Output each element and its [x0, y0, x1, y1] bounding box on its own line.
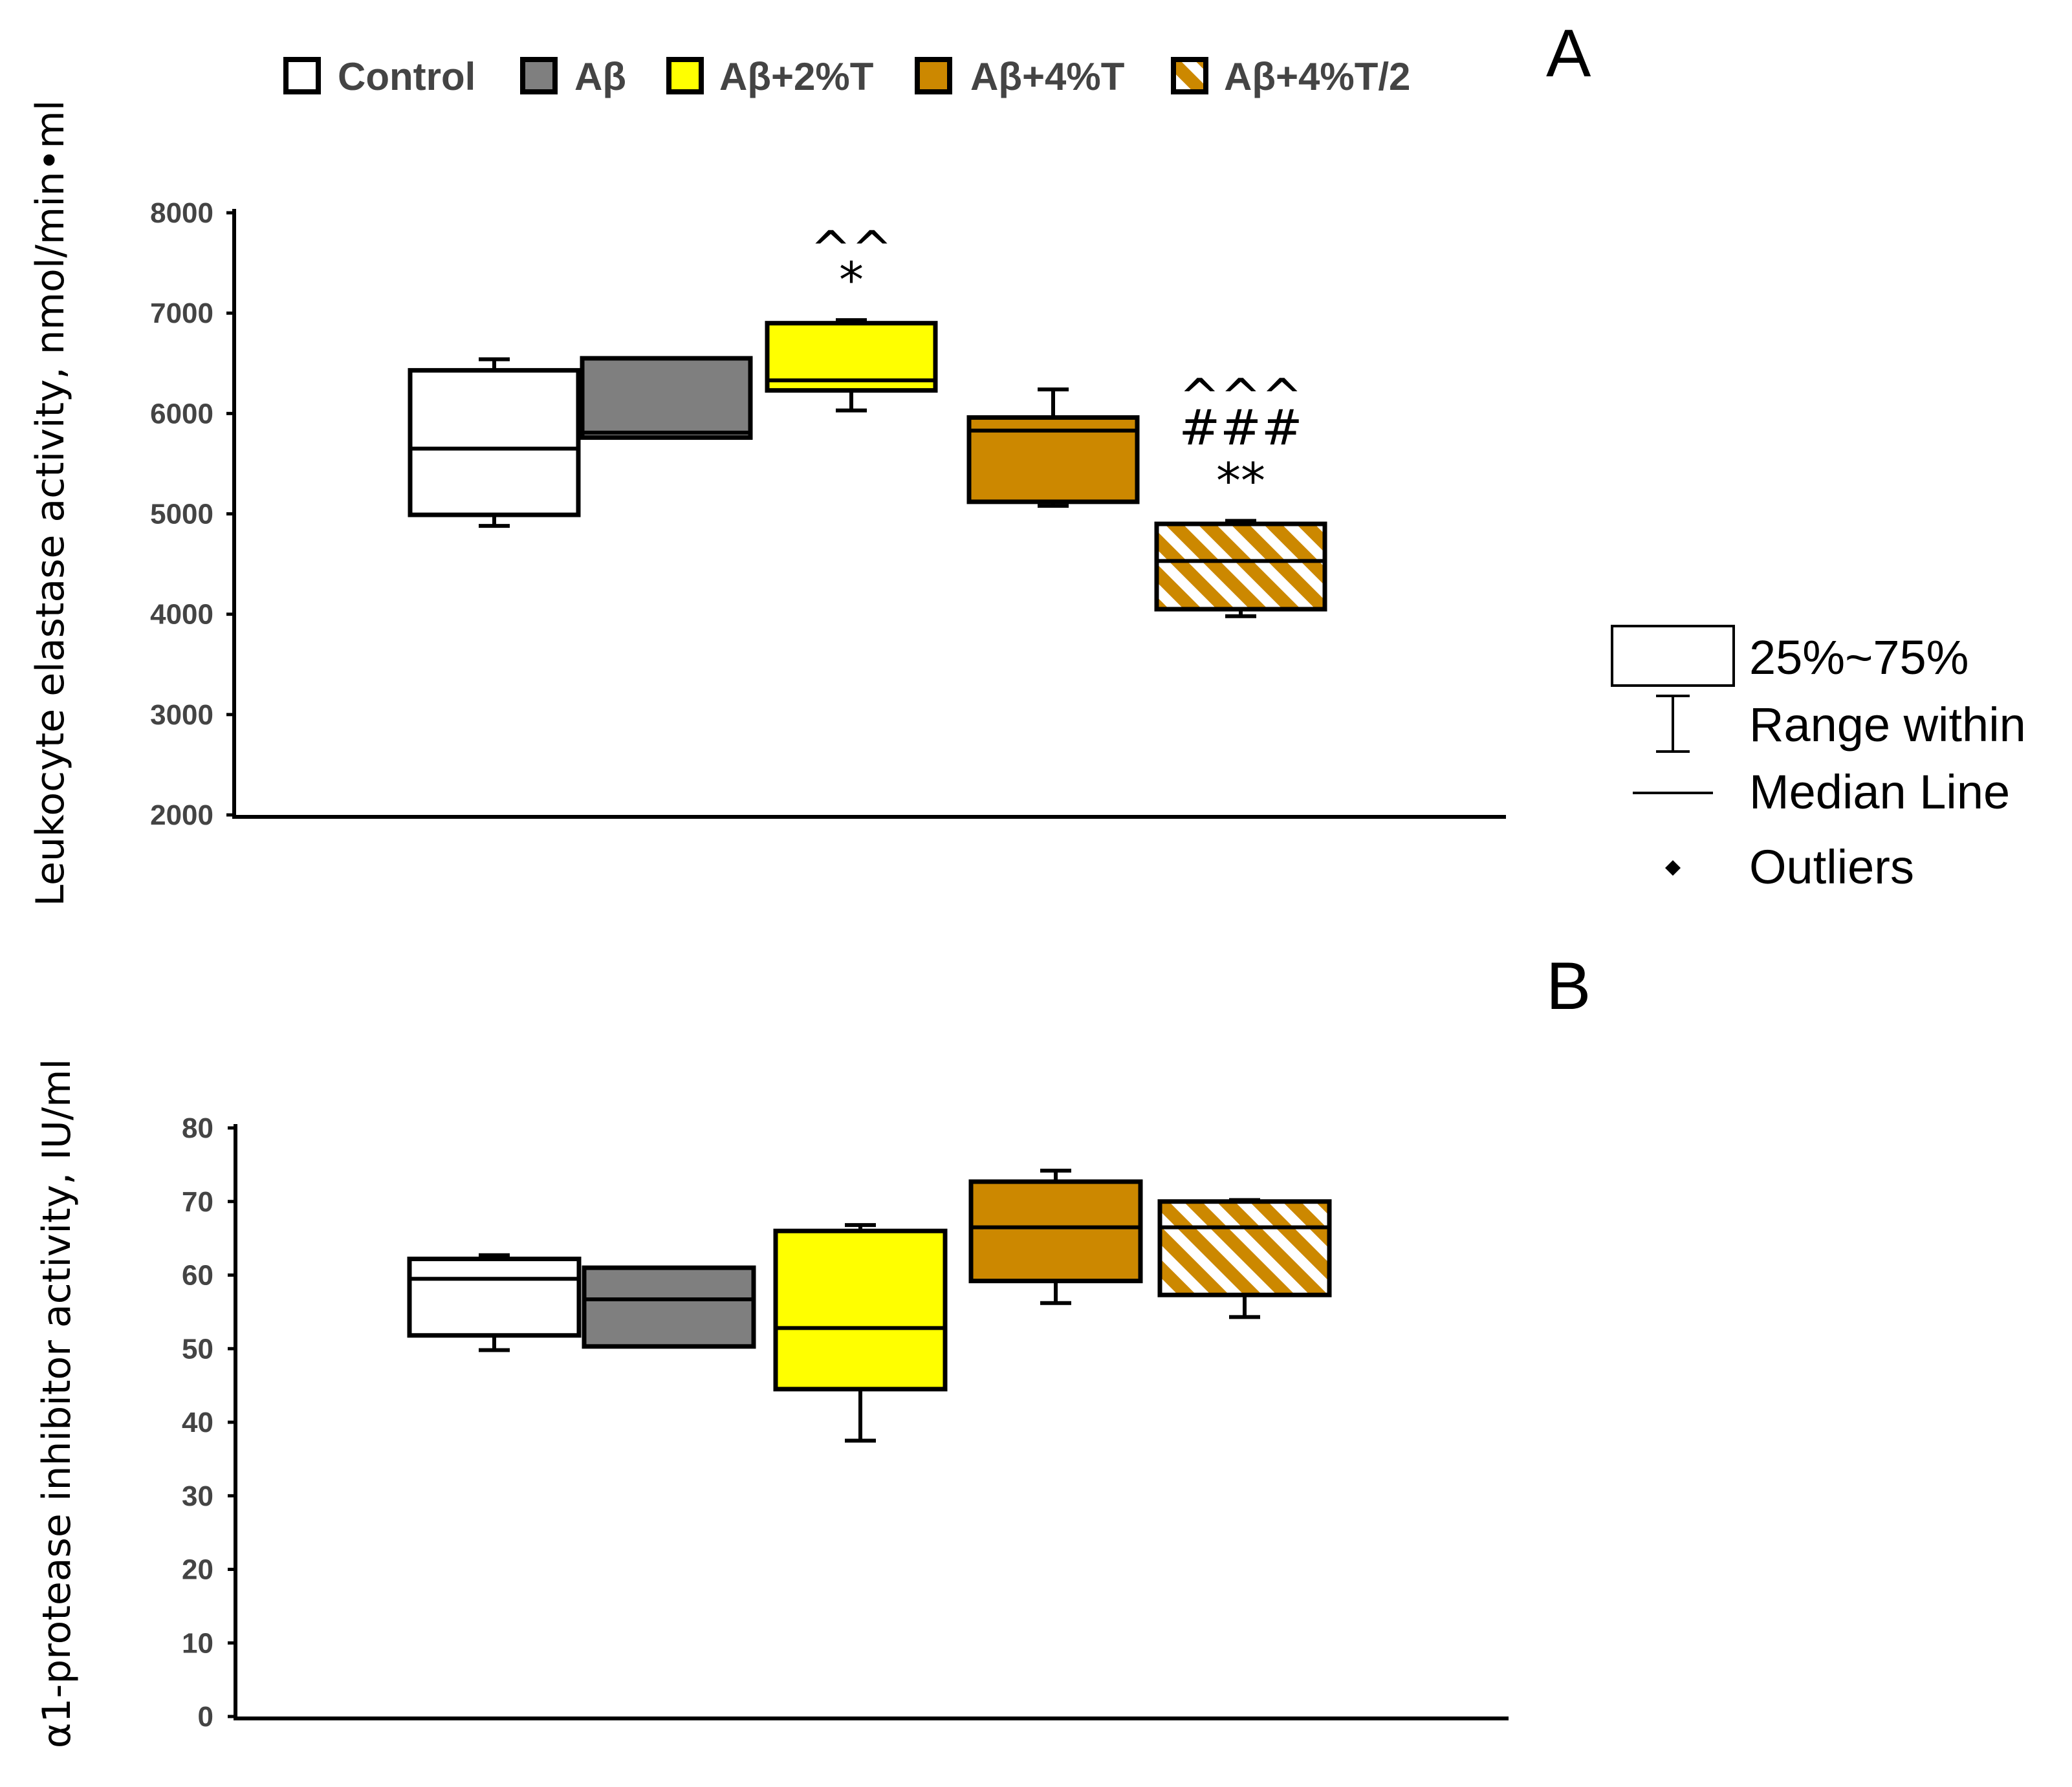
panel-a-abeta-2t-annotation: * [839, 251, 864, 309]
panel-b-boxes [407, 1168, 1332, 1443]
legend-swatch-control [283, 57, 321, 94]
legend-item-abeta-2t: Aβ+2%T [666, 55, 873, 98]
legend-swatch-abeta-4t [915, 57, 952, 94]
legend-label-abeta-4t-half: Aβ+4%T/2 [1224, 55, 1410, 98]
panel-a-abeta-4t-half-annotation: ^^^ [1179, 367, 1302, 425]
panel-a-tick-label: 4000 [150, 599, 213, 631]
panel-b-ticks: 0 10 20 30 40 50 60 70 80 [182, 1112, 235, 1733]
legend-label-abeta-4t: Aβ+4%T [970, 55, 1124, 98]
panel-b-ylabel: α1-protease inhibitor activity, IU/ml [34, 1059, 80, 1748]
panel-a-abeta-4t-half-annotation: ** [1216, 451, 1265, 509]
panel-b-tick-label: 30 [182, 1480, 213, 1512]
panel-b: α1-protease inhibitor activity, IU/ml 0 1… [34, 1059, 1509, 1748]
panel-a-annotations: ^^* ^^^###** [810, 220, 1302, 509]
panel-a-ylabel: Leukocyte elastase activity, nmol/min•ml [28, 100, 73, 907]
panel-b-tick-label: 40 [182, 1407, 213, 1438]
panel-letter-a: A [1546, 16, 1591, 91]
panel-a-tick-label: 6000 [150, 398, 213, 429]
legend-item-control: Control [283, 55, 475, 98]
legend-swatch-abeta [520, 57, 558, 94]
legend-label-control: Control [338, 55, 475, 98]
panel-letter-b: B [1546, 949, 1591, 1024]
panel-b-tick-label: 70 [182, 1186, 213, 1218]
legend-label-abeta-2t: Aβ+2%T [719, 55, 873, 98]
panel-a-abeta-4t-half-annotation: ### [1179, 398, 1302, 456]
legend-item-abeta-4t: Aβ+4%T [915, 55, 1124, 98]
panel-a-control-box [408, 368, 581, 517]
box-plot-key: 25%~75% Range within Median Line Outlier… [1611, 625, 2026, 894]
panel-b-abeta-box [582, 1265, 756, 1349]
panel-a-tick-label: 7000 [150, 298, 213, 329]
panel-b-abeta-4t-box [968, 1179, 1143, 1284]
panel-b-tick-label: 0 [198, 1701, 213, 1733]
panel-a-abeta-4t-half-box [1154, 521, 1327, 612]
legend-swatch-abeta-4t-half [1171, 57, 1208, 94]
legend-swatch-abeta-2t [666, 57, 704, 94]
panel-b-tick-label: 10 [182, 1627, 213, 1659]
panel-b-abeta-4t-half-box [1157, 1199, 1332, 1297]
panel-b-tick-label: 20 [182, 1554, 213, 1586]
panel-a-abeta-2t-annotation: ^^ [810, 220, 892, 277]
key-box-icon [1611, 625, 1735, 687]
panel-a: Leukocyte elastase activity, nmol/min•ml… [28, 100, 1506, 907]
group-legend: Control Aβ Aβ+2%T Aβ+4%T Aβ+4%T/2 [283, 55, 1410, 98]
panel-b-tick-label: 50 [182, 1333, 213, 1365]
panel-b-abeta-2t-box [773, 1228, 948, 1392]
panel-a-tick-label: 8000 [150, 197, 213, 229]
key-outlier-icon [1665, 860, 1681, 876]
panel-b-tick-label: 60 [182, 1260, 213, 1292]
key-median-label: Median Line [1749, 765, 2010, 819]
panel-a-tick-label: 2000 [150, 799, 213, 831]
key-whisker-label: Range within [1749, 698, 2026, 752]
panel-b-tick-label: 80 [182, 1112, 213, 1144]
panel-a-tick-label: 5000 [150, 499, 213, 530]
legend-item-abeta-4t-half: Aβ+4%T/2 [1171, 55, 1410, 98]
panel-a-abeta-box [580, 356, 753, 440]
key-whisker-icon [1656, 695, 1690, 753]
legend-item-abeta: Aβ [520, 55, 626, 98]
legend-label-abeta: Aβ [574, 55, 626, 98]
key-box-label: 25%~75% [1749, 631, 1968, 684]
panel-a-tick-label: 3000 [150, 699, 213, 731]
panel-a-ticks: 2000 3000 4000 5000 6000 7000 8000 [150, 197, 234, 831]
panel-b-control-box [407, 1256, 582, 1338]
panel-a-boxes [408, 318, 1327, 618]
key-outlier-label: Outliers [1749, 840, 1914, 894]
